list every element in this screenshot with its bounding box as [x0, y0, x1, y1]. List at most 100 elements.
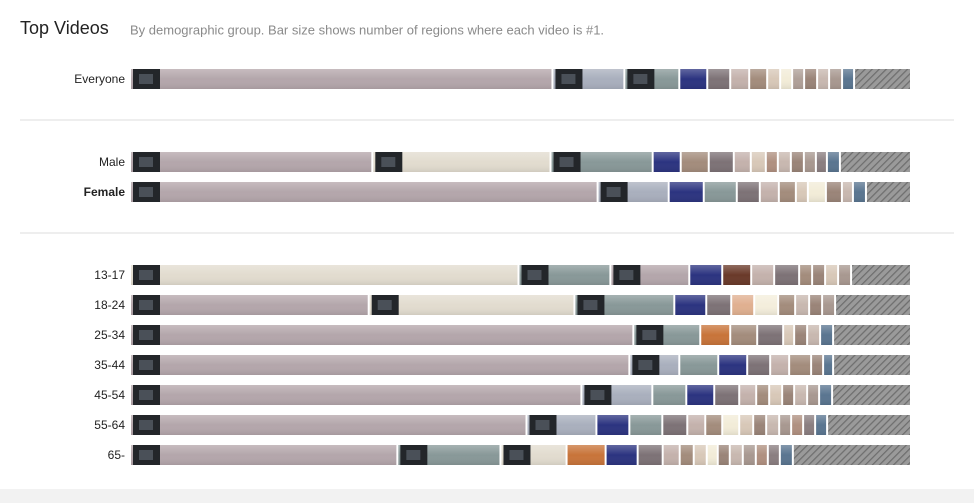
thumbnail-detail [642, 330, 657, 340]
segment-sheen [816, 415, 827, 435]
segment-sheen [567, 445, 605, 465]
segment-sheen [748, 355, 770, 375]
segment-sheen [768, 69, 780, 89]
segment-sheen [723, 265, 751, 285]
segment-sheen [131, 152, 372, 172]
segment-sheen [795, 325, 807, 345]
segment-sheen [730, 445, 742, 465]
segment-sheen [630, 415, 662, 435]
thumbnail-detail [139, 360, 153, 370]
segment-sheen [756, 445, 767, 465]
segment-sheen [839, 265, 851, 285]
segment-sheen [780, 445, 792, 465]
segment-sheen [131, 69, 552, 89]
segment-sheen [131, 325, 633, 345]
thumbnail-detail [561, 74, 576, 84]
segment-sheen [694, 445, 706, 465]
thumbnail-detail [139, 330, 153, 340]
segment-sheen [719, 355, 747, 375]
segment-sheen [680, 69, 707, 89]
segment-sheen [723, 415, 739, 435]
segment-sheen [131, 385, 581, 405]
segment-sheen [808, 385, 819, 405]
thumbnail-detail [139, 420, 153, 430]
other-segment [840, 152, 910, 172]
segment-sheen [131, 355, 629, 375]
segment-sheen [731, 325, 757, 345]
segment-sheen [373, 152, 550, 172]
segment-sheen [731, 69, 749, 89]
segment-sheen [663, 415, 687, 435]
segment-sheen [771, 355, 789, 375]
segment-sheen [821, 325, 833, 345]
segment-sheen [820, 385, 832, 405]
thumbnail-detail [381, 157, 396, 167]
thumbnail-detail [590, 390, 605, 400]
segment-sheen [740, 385, 756, 405]
thumbnail-detail [139, 187, 153, 197]
segment-sheen [767, 415, 779, 435]
segment-sheen [734, 152, 750, 172]
segment-sheen [805, 69, 817, 89]
thumbnail-detail [633, 74, 648, 84]
segment-sheen [775, 265, 799, 285]
footer-band [0, 489, 974, 503]
segment-sheen [760, 182, 778, 202]
segment-sheen [701, 325, 730, 345]
segment-sheen [812, 355, 823, 375]
segment-sheen [770, 385, 782, 405]
segment-sheen [823, 295, 835, 315]
segment-sheen [740, 415, 753, 435]
segment-sheen [704, 182, 736, 202]
segment-sheen [804, 152, 815, 172]
segment-sheen [675, 295, 706, 315]
other-segment [793, 445, 910, 465]
segment-sheen [653, 152, 680, 172]
segment-sheen [784, 325, 794, 345]
segment-sheen [804, 415, 815, 435]
thumbnail-detail [139, 270, 153, 280]
thumbnail-detail [377, 300, 392, 310]
thumbnail-detail [139, 157, 153, 167]
segment-sheen [791, 152, 803, 172]
segment-sheen [131, 265, 518, 285]
segment-sheen [131, 295, 368, 315]
segment-sheen [810, 295, 822, 315]
other-segment [834, 325, 910, 345]
segment-sheen [843, 69, 854, 89]
subtitle: By demographic group. Bar size shows num… [130, 22, 604, 37]
row-label: 18-24 [94, 298, 125, 312]
segment-sheen [131, 182, 597, 202]
segment-sheen [715, 385, 739, 405]
thumbnail-detail [406, 450, 421, 460]
segment-sheen [680, 355, 718, 375]
row-label: Female [84, 185, 126, 199]
segment-sheen [853, 182, 865, 202]
segment-sheen [842, 182, 852, 202]
segment-sheen [795, 385, 807, 405]
segment-sheen [783, 385, 794, 405]
segment-sheen [827, 152, 839, 172]
segment-sheen [800, 265, 812, 285]
segment-sheen [780, 415, 791, 435]
segment-sheen [687, 385, 714, 405]
segment-sheen [808, 182, 825, 202]
segment-sheen [750, 69, 767, 89]
segment-sheen [131, 415, 526, 435]
segment-sheen [758, 325, 783, 345]
segment-sheen [768, 445, 779, 465]
thumbnail-detail [583, 300, 598, 310]
segment-sheen [718, 445, 729, 465]
segment-sheen [707, 295, 731, 315]
segment-sheen [790, 355, 811, 375]
segment-sheen [779, 295, 795, 315]
segment-sheen [688, 415, 705, 435]
other-segment [852, 265, 910, 285]
segment-sheen [707, 445, 717, 465]
segment-sheen [708, 69, 730, 89]
segment-sheen [706, 415, 722, 435]
segment-sheen [757, 385, 769, 405]
segment-sheen [597, 415, 629, 435]
